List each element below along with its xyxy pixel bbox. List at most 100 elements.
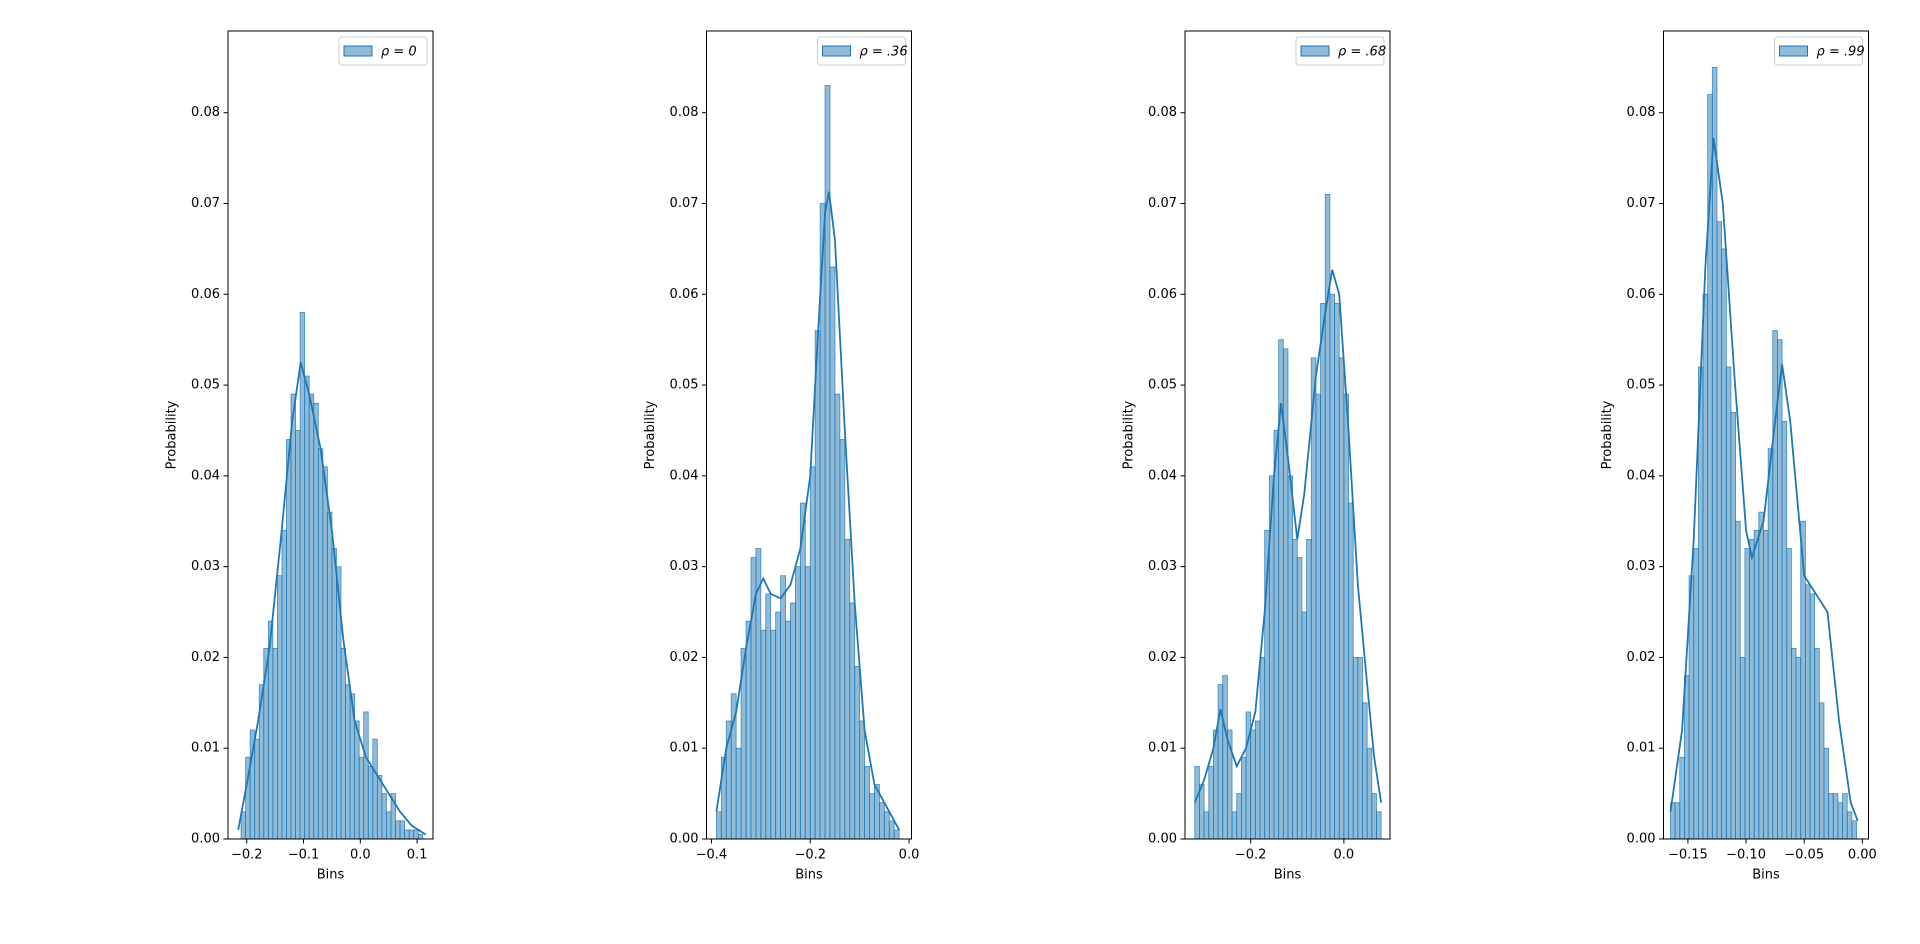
panel: 0.00 0.01 0.02 0.03 0.04 0.05 0.06 0.07 0.08 −0.1… [1600, 30, 1877, 883]
bar [814, 330, 821, 840]
bar [1231, 811, 1238, 840]
y-tick-label: 0.06 [1148, 287, 1177, 302]
bar [829, 266, 836, 840]
panel: 0.00 0.01 0.02 0.03 0.04 0.05 0.06 0.07 0.08 −0.4… [643, 30, 920, 883]
bar [1371, 793, 1377, 840]
bar [1809, 593, 1816, 840]
bar [1348, 502, 1354, 840]
bar [760, 629, 767, 840]
bar [809, 466, 816, 840]
y-tick-label: 0.07 [1627, 196, 1656, 211]
x-tick-label: 0.0 [899, 848, 920, 863]
bar [1338, 357, 1345, 840]
y-tick-label: 0.06 [191, 287, 220, 302]
bar [1716, 221, 1723, 840]
bar [408, 829, 415, 840]
bar [317, 448, 324, 840]
bar [1851, 820, 1857, 840]
legend-box [338, 36, 428, 66]
y-tick-label: 0.04 [1627, 468, 1656, 483]
bar [340, 647, 346, 840]
bar [1334, 302, 1340, 840]
bar [272, 647, 278, 840]
y-tick-label: 0.00 [1627, 832, 1656, 847]
legend-swatch [1779, 45, 1808, 57]
bar [345, 684, 351, 840]
bar [372, 738, 378, 840]
legend-swatch [343, 45, 373, 57]
bar [790, 602, 796, 840]
bar [281, 529, 287, 840]
bar [308, 393, 315, 840]
bar [299, 312, 306, 840]
bar [290, 393, 296, 840]
x-tick-label: −0.10 [1726, 848, 1766, 863]
bar [1329, 293, 1335, 840]
bar [795, 566, 801, 840]
bar [1674, 802, 1681, 840]
y-tick-label: 0.02 [670, 650, 699, 665]
bar [1818, 702, 1825, 840]
axes-frame [706, 30, 912, 840]
legend-label: ρ = .36 [860, 45, 908, 60]
x-axis-label: Bins [795, 868, 823, 883]
x-tick-label: 0.1 [407, 848, 428, 863]
bar [888, 820, 895, 840]
bar [331, 548, 337, 840]
x-tick-label: −0.2 [1235, 848, 1267, 863]
y-tick-label: 0.07 [1148, 196, 1177, 211]
bar [1287, 475, 1294, 840]
bar [358, 756, 365, 840]
bar [893, 829, 900, 840]
bar [1203, 811, 1210, 840]
bar [745, 620, 752, 840]
x-tick-label: −0.2 [231, 848, 263, 863]
legend-box [817, 36, 906, 66]
bar [839, 439, 846, 840]
bar [1679, 756, 1685, 840]
bar [1315, 393, 1321, 840]
bar [363, 711, 369, 840]
bar [804, 566, 811, 840]
bar [1702, 293, 1709, 840]
y-tick-label: 0.01 [191, 741, 220, 756]
bar [770, 629, 777, 840]
y-tick-label: 0.01 [1627, 741, 1656, 756]
bar [404, 829, 410, 840]
bar [1837, 802, 1843, 840]
bar [386, 811, 392, 840]
bar [1786, 548, 1792, 840]
bar [1846, 811, 1853, 840]
legend-label: ρ = .99 [1817, 45, 1865, 60]
bar [1791, 647, 1797, 840]
y-tick-label: 0.08 [670, 105, 699, 120]
y-axis-label: Probability [165, 400, 180, 469]
bar [854, 666, 861, 840]
bar [1739, 657, 1746, 840]
kde-line [1193, 269, 1383, 804]
y-tick-label: 0.06 [1627, 287, 1656, 302]
bar [834, 393, 841, 840]
bar [878, 802, 885, 840]
bar [849, 602, 856, 840]
bar [735, 747, 742, 840]
y-tick-label: 0.05 [1627, 378, 1656, 393]
bar [277, 575, 283, 840]
bar [313, 402, 319, 840]
bar [785, 620, 791, 840]
x-tick-label: −0.1 [288, 848, 320, 863]
bar [1804, 584, 1811, 840]
bar [1711, 66, 1718, 840]
y-tick-label: 0.00 [1148, 832, 1177, 847]
bar [864, 765, 870, 840]
bar [1725, 366, 1732, 840]
bar [1259, 657, 1266, 840]
bar [417, 834, 424, 840]
y-tick-label: 0.01 [1148, 741, 1177, 756]
bar [381, 793, 387, 840]
bar [859, 720, 865, 840]
bar [1749, 539, 1755, 840]
y-tick-label: 0.05 [670, 378, 699, 393]
bar [1273, 430, 1280, 840]
